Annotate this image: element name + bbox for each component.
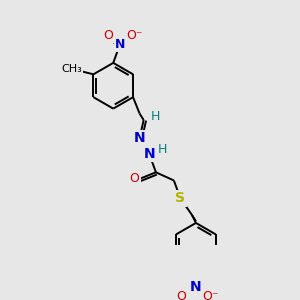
Text: N: N: [134, 131, 146, 145]
Text: O: O: [130, 172, 140, 185]
Text: O: O: [103, 28, 113, 42]
Text: N: N: [190, 280, 202, 294]
Text: CH₃: CH₃: [62, 64, 82, 74]
Text: O⁻: O⁻: [202, 290, 219, 300]
Text: S: S: [176, 191, 185, 206]
Text: O⁻: O⁻: [126, 28, 143, 42]
Text: O: O: [176, 290, 186, 300]
Text: H: H: [158, 143, 167, 156]
Text: H: H: [150, 110, 160, 123]
Text: N: N: [115, 38, 125, 51]
Text: N: N: [144, 147, 155, 161]
